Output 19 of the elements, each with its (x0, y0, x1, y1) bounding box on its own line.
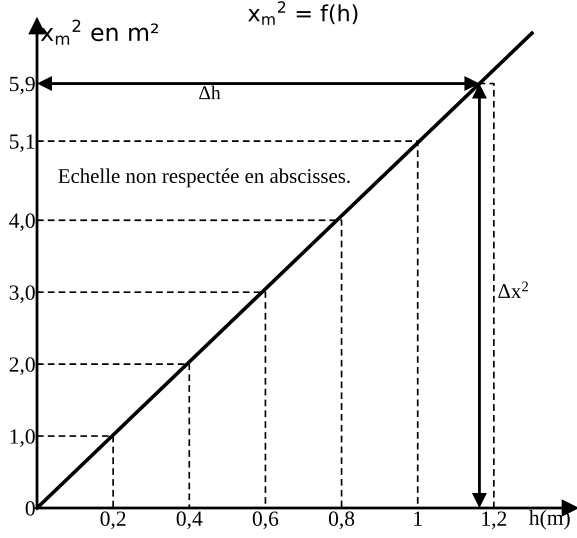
x-tick-label: 1 (414, 512, 422, 526)
y-axis-title: x$_{m}$$^{2}$ en m² (40, 20, 158, 45)
y-tick-label: 1,0 (10, 429, 35, 447)
x-tick-label: 1,2 (482, 511, 506, 530)
x-axis-title: h(m) (529, 510, 570, 530)
y-tick-label: 4,0 (9, 213, 35, 232)
annotation: Δx$^{2}$ (498, 282, 528, 298)
x-tick-label: 0,2 (100, 511, 126, 530)
y-tick-label: 3,0 (10, 285, 35, 303)
y-tick-label: 5,9 (10, 76, 35, 94)
x-tick-label: 0,6 (252, 511, 278, 530)
y-tick-label: 2,0 (10, 357, 35, 375)
annotation: Echelle non respectée en abscisses. (58, 168, 350, 188)
y-tick-label: 0 (26, 501, 35, 516)
chart-title: x$_{m}$$^{2}$ = f(h) (248, 1, 358, 25)
annotation: Δh (199, 86, 220, 100)
x-tick-label: 0,8 (328, 511, 354, 530)
x-tick-label: 0,4 (176, 511, 202, 530)
y-tick-label: 5,1 (10, 134, 34, 152)
